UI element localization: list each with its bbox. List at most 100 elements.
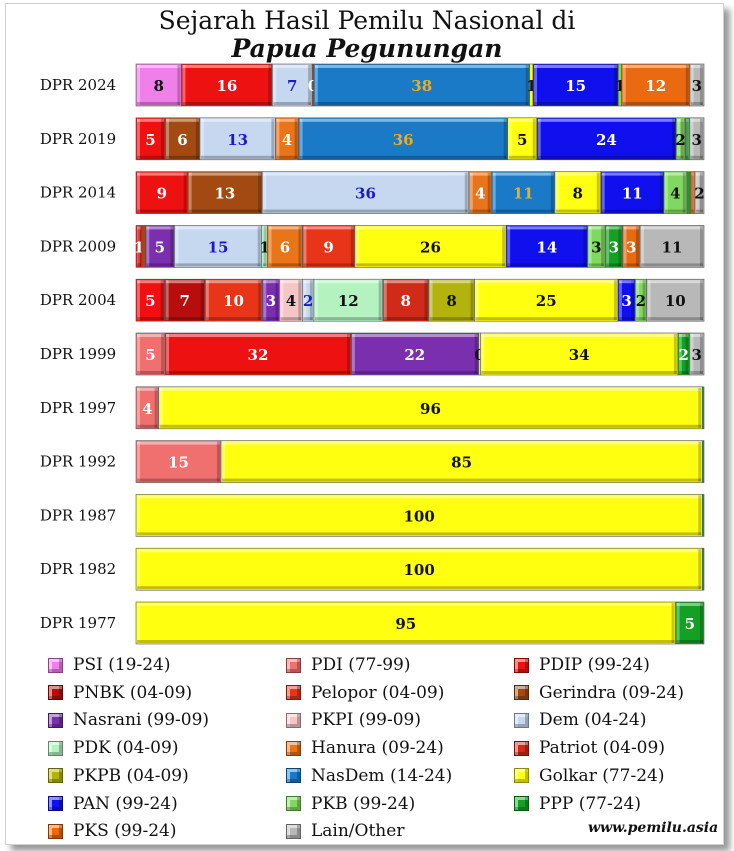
bar-bevel-top xyxy=(383,280,428,284)
bar-bevel-top xyxy=(492,172,554,176)
chart-subtitle-region: Papua Pegunungan xyxy=(231,34,503,63)
bar-bevel-top xyxy=(623,226,639,230)
bar-bevel-bottom xyxy=(640,263,703,267)
bar-rect xyxy=(532,63,619,107)
bar-bevel-top xyxy=(137,387,158,391)
bar-segment-dem: 15 xyxy=(174,225,263,268)
bar-segment-ppp xyxy=(702,494,705,537)
bar-bevel-left xyxy=(664,172,668,213)
bar-segment-pan: 24 xyxy=(536,117,677,161)
bar-rect xyxy=(135,332,166,376)
bar-segment-golkar: 85 xyxy=(220,440,703,483)
bar-segment-hanura: 6 xyxy=(267,225,303,268)
bar-bevel-right xyxy=(170,226,174,267)
legend-item-ppp: PPP (77-24) xyxy=(514,793,641,815)
bar-bevel-bottom xyxy=(676,640,703,643)
bar-bevel-top xyxy=(618,280,635,284)
bar-segment-psi: 8 xyxy=(135,63,182,107)
legend-swatch xyxy=(514,685,529,701)
legend-label: PPP (77-24) xyxy=(539,793,641,814)
data-label: 2 xyxy=(303,292,313,310)
legend-label: Patriot (04-09) xyxy=(539,738,665,759)
bar-bevel-top xyxy=(137,334,165,337)
bar-bevel-bottom xyxy=(175,263,261,267)
source-credit[interactable]: www.pemilu.asia xyxy=(588,820,719,836)
bar-segment-ppp xyxy=(702,440,705,483)
data-label: 100 xyxy=(403,561,434,579)
bar-bevel-left xyxy=(383,280,387,321)
bar-bevel-right xyxy=(257,226,261,267)
data-label: 13 xyxy=(214,185,235,203)
legend-label: Hanura (09-24) xyxy=(311,738,444,759)
bar-bevel-top xyxy=(622,65,689,68)
legend-swatch xyxy=(48,768,63,784)
legend-item-pkpi: PKPI (99-09) xyxy=(286,709,421,731)
bar-bevel-top xyxy=(299,118,507,122)
bar-bevel-left xyxy=(677,118,681,159)
bar-segment-pnbk: 7 xyxy=(164,278,206,322)
legend-label: PKPI (99-09) xyxy=(311,710,421,731)
bar-rect xyxy=(313,278,384,322)
bar-bevel-left xyxy=(588,226,592,267)
bar-rect xyxy=(646,278,705,322)
bar-rect xyxy=(220,440,703,483)
bar-bevel-bottom xyxy=(205,317,262,321)
bar-segment-pdip: 5 xyxy=(135,278,165,322)
bar-bevel-right xyxy=(160,280,164,321)
data-label: 8 xyxy=(446,292,456,310)
bar-bevel-top xyxy=(221,441,702,445)
bar-rect xyxy=(204,278,263,322)
bar-rect xyxy=(302,225,356,268)
data-label: 2 xyxy=(636,292,646,310)
bar-bevel-top xyxy=(205,280,262,284)
bar-rect xyxy=(702,547,705,591)
bar-segment-pkb: 3 xyxy=(587,225,606,268)
bar-bevel-right xyxy=(154,387,158,428)
bar-segment-lain: 3 xyxy=(689,332,705,376)
bar-rect xyxy=(702,494,705,537)
bar-bevel-right xyxy=(464,172,468,213)
bar-segment-ppp: 3 xyxy=(604,225,623,268)
data-label: 4 xyxy=(142,400,152,418)
legend-swatch xyxy=(514,796,529,811)
bar-bevel-top xyxy=(137,65,181,68)
bar-bevel-left xyxy=(492,172,496,213)
bar-segment-golkar: 100 xyxy=(135,494,703,537)
bar-bevel-left xyxy=(623,226,627,267)
bar-rect xyxy=(694,171,705,214)
bar-bevel-right xyxy=(613,280,617,321)
bar-rect xyxy=(261,171,470,214)
bar-bevel-left xyxy=(640,226,644,267)
data-label: 25 xyxy=(536,292,557,310)
data-label: 3 xyxy=(591,238,601,256)
legend-label: Lain/Other xyxy=(311,821,405,842)
bar-bevel-right xyxy=(298,280,302,321)
data-label: 32 xyxy=(248,346,269,364)
bar-segment-nasrani: 3 xyxy=(261,278,280,322)
bar-rect xyxy=(181,63,273,107)
bar-bevel-top xyxy=(263,172,468,176)
bar-bevel-right xyxy=(161,334,165,374)
data-label: 3 xyxy=(692,131,702,149)
legend-item-pelopor: Pelopor (04-09) xyxy=(286,682,444,704)
legend-item-pan: PAN (99-24) xyxy=(48,793,178,815)
data-label: 13 xyxy=(227,131,248,149)
data-label: 8 xyxy=(573,185,583,203)
legend-item-nasrani: Nasrani (99-09) xyxy=(48,709,209,731)
bar-bevel-right xyxy=(671,603,675,643)
bar-bevel-top xyxy=(268,226,302,230)
bar-bevel-left xyxy=(165,280,169,321)
bar-bevel-left xyxy=(475,280,479,321)
bar-bevel-top xyxy=(676,603,703,606)
bar-bevel-top xyxy=(606,226,622,230)
bar-bevel-left xyxy=(685,118,689,159)
bar-bevel-left xyxy=(303,226,307,267)
chart-title: Sejarah Hasil Pemilu Nasional di xyxy=(158,6,576,35)
bar-bevel-left xyxy=(618,280,622,321)
bar-bevel-top xyxy=(137,549,702,553)
bar-bevel-bottom xyxy=(677,155,684,159)
legend-swatch xyxy=(48,740,63,756)
row-label: DPR 1992 xyxy=(40,453,116,471)
legend-swatch xyxy=(514,712,529,728)
bar-bevel-bottom xyxy=(355,263,506,267)
